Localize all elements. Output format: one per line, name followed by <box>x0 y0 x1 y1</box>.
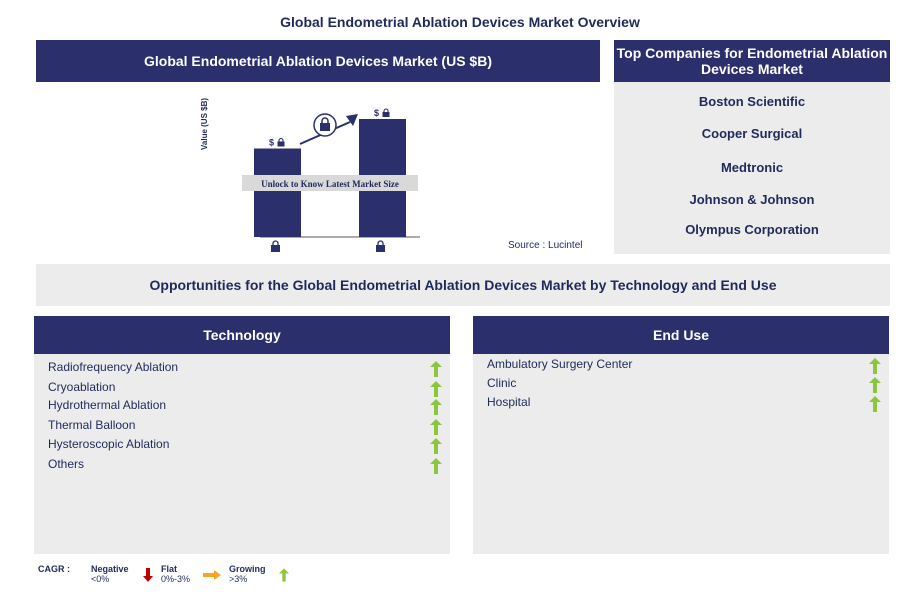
growing-arrow-icon <box>869 396 881 412</box>
bar-value-label: $ <box>374 108 379 118</box>
growing-arrow-icon <box>279 568 289 582</box>
technology-item: Hydrothermal Ablation <box>34 398 450 416</box>
x-axis-lock-icon-1 <box>271 240 280 252</box>
legend-cagr-label: CAGR : <box>38 564 70 574</box>
legend-flat: Flat 0%-3% <box>161 564 190 584</box>
growing-arrow-icon <box>869 377 881 393</box>
growing-arrow-icon <box>430 381 442 397</box>
negative-arrow-icon <box>143 568 153 582</box>
growing-arrow-icon <box>430 458 442 474</box>
companies-list: Boston Scientific Cooper Surgical Medtro… <box>614 82 890 254</box>
legend-growing: Growing >3% <box>229 564 266 584</box>
end-use-header: End Use <box>473 316 889 354</box>
growth-arrow-head <box>346 114 358 126</box>
technology-item: Radiofrequency Ablation <box>34 360 450 378</box>
technology-item: Hysteroscopic Ablation <box>34 437 450 455</box>
technology-item-label: Others <box>48 457 85 471</box>
legend-flat-range: 0%-3% <box>161 574 191 584</box>
growing-arrow-icon <box>430 361 442 377</box>
end-use-item-label: Hospital <box>487 395 531 409</box>
technology-item-label: Radiofrequency Ablation <box>48 360 179 374</box>
technology-item-label: Hysteroscopic Ablation <box>48 437 170 451</box>
end-use-item-label: Ambulatory Surgery Center <box>487 357 633 371</box>
technology-item-label: Cryoablation <box>48 380 116 394</box>
legend-negative-range: <0% <box>91 574 110 584</box>
end-use-list: Ambulatory Surgery Center Clinic Hospita… <box>473 354 889 554</box>
legend-growing-label: Growing <box>229 564 266 574</box>
technology-item-label: Hydrothermal Ablation <box>48 398 167 412</box>
legend-flat-label: Flat <box>161 564 178 574</box>
end-use-item-label: Clinic <box>487 376 517 390</box>
company-item: Johnson & Johnson <box>689 192 815 207</box>
growing-arrow-icon <box>430 419 442 435</box>
technology-header: Technology <box>34 316 450 354</box>
technology-item-label: Thermal Balloon <box>48 418 136 432</box>
bar-lock-icon <box>382 108 390 117</box>
technology-item: Others <box>34 457 450 475</box>
company-item: Boston Scientific <box>698 94 806 109</box>
company-item: Olympus Corporation <box>685 222 819 237</box>
legend-negative-label: Negative <box>91 564 129 574</box>
unlock-overlay-bg <box>242 175 418 191</box>
flat-arrow-icon <box>203 570 221 580</box>
company-item: Medtronic <box>720 160 784 175</box>
technology-list: Radiofrequency Ablation Cryoablation Hyd… <box>34 354 450 554</box>
end-use-item: Clinic <box>473 376 889 394</box>
x-axis-lock-icon-2 <box>376 240 385 252</box>
bar-value-label: $ <box>269 138 274 148</box>
growing-arrow-icon <box>869 358 881 374</box>
market-size-chart: $ $ Unlock to Know Latest Market Size <box>242 108 420 252</box>
growth-lock-icon <box>320 117 330 131</box>
technology-item: Thermal Balloon <box>34 418 450 436</box>
growing-arrow-icon <box>430 399 442 415</box>
unlock-overlay-text: Unlock to Know Latest Market Size <box>261 179 399 189</box>
companies-header: Top Companies for Endometrial Ablation D… <box>614 40 890 82</box>
market-bar <box>254 148 301 237</box>
chart-source: Source : Lucintel <box>508 240 583 251</box>
legend-negative: Negative <0% <box>91 564 129 584</box>
technology-item: Cryoablation <box>34 380 450 398</box>
bar-lock-icon <box>277 137 285 147</box>
company-item: Cooper Surgical <box>701 126 803 141</box>
end-use-item: Hospital <box>473 395 889 413</box>
page-title: Global Endometrial Ablation Devices Mark… <box>280 14 640 30</box>
opportunities-banner: Opportunities for the Global Endometrial… <box>36 264 890 306</box>
growing-arrow-icon <box>430 438 442 454</box>
market-chart-header: Global Endometrial Ablation Devices Mark… <box>36 40 600 82</box>
end-use-item: Ambulatory Surgery Center <box>473 357 889 375</box>
legend-growing-range: >3% <box>229 574 248 584</box>
